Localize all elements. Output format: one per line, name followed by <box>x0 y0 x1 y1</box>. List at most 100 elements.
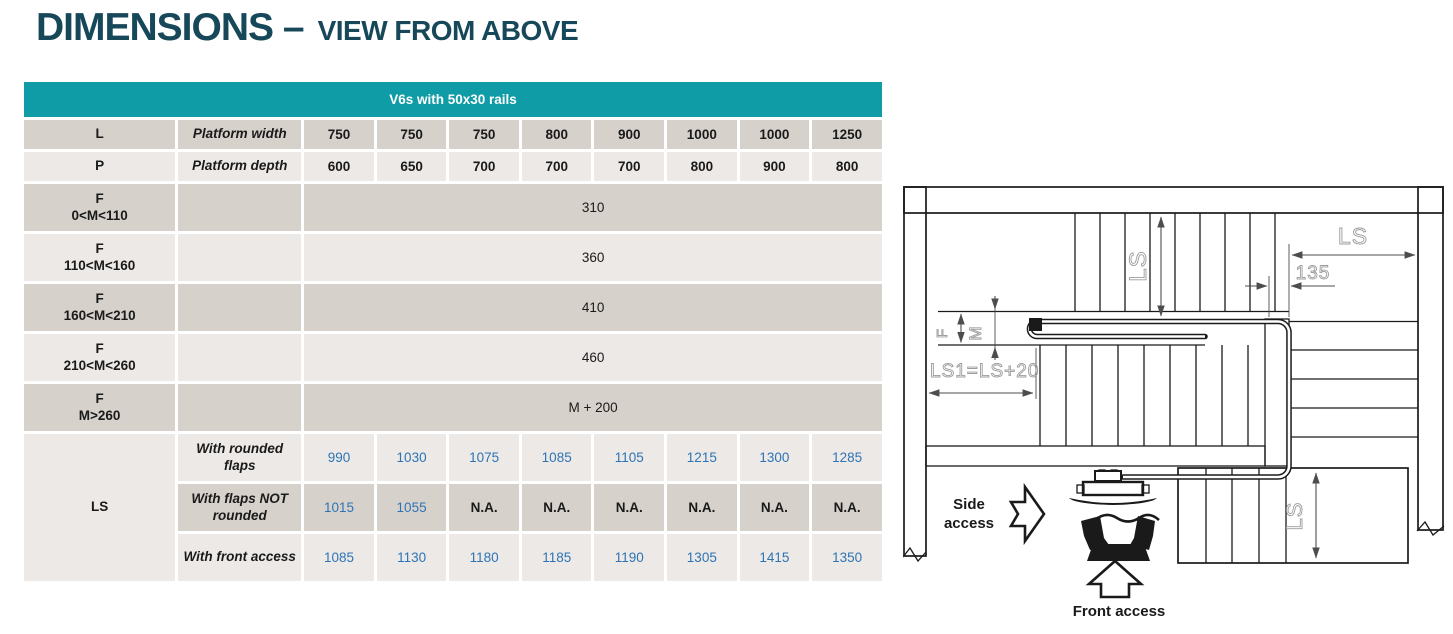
dim-label-ls-right: LS <box>1338 223 1368 249</box>
row-LS-front: With front access 1085 1130 1180 1185 11… <box>24 534 882 581</box>
cell-value: 750 <box>449 120 519 149</box>
cell-value: 1185 <box>521 534 592 581</box>
empty-cell <box>178 234 302 281</box>
row-label: With rounded flaps <box>178 434 302 481</box>
cell-value: 700 <box>449 152 519 181</box>
dim-label-m: M <box>966 325 985 340</box>
row-code: F 210<M<260 <box>24 334 176 381</box>
cell-value: 1030 <box>376 434 447 481</box>
cell-value: 1105 <box>594 434 665 481</box>
dim-label-135: 135 <box>1296 263 1331 284</box>
empty-cell <box>178 284 302 331</box>
cell-value: 1055 <box>376 484 447 531</box>
cell-value: 1300 <box>739 434 810 481</box>
cell-value: 600 <box>304 152 374 181</box>
page-title-sub: VIEW FROM ABOVE <box>317 15 579 46</box>
cell-value: 750 <box>304 120 374 149</box>
upper-stair-flight <box>938 213 1289 346</box>
front-access-label: Front access <box>1073 603 1166 620</box>
dim-ls-vertical-bottom: LS <box>1282 472 1320 559</box>
merged-value: 310 <box>304 184 882 231</box>
table-header-row: V6s with 50x30 rails <box>24 82 882 117</box>
row-F2: F 110<M<160 360 <box>24 234 882 281</box>
cell-value: 800 <box>667 152 737 181</box>
cell-value: 900 <box>594 120 665 149</box>
row-label: With front access <box>178 534 302 581</box>
cell-value: 1015 <box>304 484 374 531</box>
row-LS-rounded: LS With rounded flaps 990 1030 1075 1085… <box>24 434 882 581</box>
dim-ls-vertical-top: LS <box>1125 216 1165 317</box>
row-F3: F 160<M<210 410 <box>24 284 882 331</box>
cell-value: 1180 <box>449 534 519 581</box>
return-stair-flight <box>1039 345 1249 446</box>
cell-value: 800 <box>812 152 882 181</box>
dim-label-f: F <box>934 328 951 338</box>
row-code: F 0<M<110 <box>24 184 176 231</box>
cell-value: 1350 <box>812 534 882 581</box>
row-label: With flaps NOT rounded <box>178 484 302 531</box>
cell-value: N.A. <box>594 484 665 531</box>
merged-value: 460 <box>304 334 882 381</box>
row-P: P Platform depth 600 650 700 700 700 800… <box>24 152 882 181</box>
side-access: Side access <box>944 482 1046 546</box>
cell-value: 1085 <box>521 434 592 481</box>
stairlift-rail <box>1026 318 1292 480</box>
front-access-arrow-icon <box>1085 559 1145 599</box>
cell-value: N.A. <box>449 484 519 531</box>
dim-label-ls1: LS1=LS+20 <box>930 361 1039 382</box>
cell-value: 1085 <box>304 534 374 581</box>
cell-value: 900 <box>739 152 810 181</box>
cell-value: 1250 <box>812 120 882 149</box>
cell-value: N.A. <box>667 484 737 531</box>
side-access-label: Side access <box>944 496 994 532</box>
row-code-LS: LS <box>24 434 176 581</box>
right-stair-flight <box>1289 320 1418 438</box>
cell-value: N.A. <box>812 484 882 531</box>
dim-ls1: LS1=LS+20 <box>928 348 1039 399</box>
merged-value: 360 <box>304 234 882 281</box>
table-title: V6s with 50x30 rails <box>24 82 882 117</box>
row-code: L <box>24 120 176 149</box>
cell-value: N.A. <box>739 484 810 531</box>
bottom-stair-flight <box>1177 467 1409 564</box>
cell-value: 800 <box>521 120 592 149</box>
side-access-arrow-icon <box>1008 482 1046 546</box>
front-access: Front access <box>1073 559 1166 620</box>
row-code: P <box>24 152 176 181</box>
cell-value: 990 <box>304 434 374 481</box>
cell-value: 1000 <box>739 120 810 149</box>
dimensions-table: V6s with 50x30 rails L Platform width 75… <box>21 79 885 584</box>
empty-cell <box>178 184 302 231</box>
platform-open-icon <box>1081 513 1160 561</box>
row-code: F 110<M<160 <box>24 234 176 281</box>
row-label: Platform width <box>178 120 302 149</box>
merged-value: M + 200 <box>304 384 882 431</box>
cell-value: N.A. <box>521 484 592 531</box>
dim-label-ls-top: LS <box>1125 250 1152 281</box>
row-F5: F M>260 M + 200 <box>24 384 882 431</box>
cell-value: 1075 <box>449 434 519 481</box>
page-title-main: DIMENSIONS – <box>36 6 305 49</box>
cell-value: 1215 <box>667 434 737 481</box>
cell-value: 1190 <box>594 534 665 581</box>
row-code: F M>260 <box>24 384 176 431</box>
row-code: F 160<M<210 <box>24 284 176 331</box>
dim-ls-horizontal-right: LS <box>1288 223 1416 317</box>
cell-value: 700 <box>594 152 665 181</box>
cell-value: 1305 <box>667 534 737 581</box>
row-label: Platform depth <box>178 152 302 181</box>
cell-value: 1000 <box>667 120 737 149</box>
row-F4: F 210<M<260 460 <box>24 334 882 381</box>
cell-value: 1130 <box>376 534 447 581</box>
cell-value: 1415 <box>739 534 810 581</box>
cell-value: 700 <box>521 152 592 181</box>
staircase-plan-diagram: LS LS 135 F M LS1=LS+20 LS <box>903 186 1445 620</box>
platform-folded-icon <box>1069 469 1157 505</box>
row-LS-not-rounded: With flaps NOT rounded 1015 1055 N.A. N.… <box>24 484 882 531</box>
rail-charge-block <box>1029 318 1042 331</box>
dim-135: 135 <box>1245 263 1335 317</box>
page-title: DIMENSIONS – VIEW FROM ABOVE <box>36 6 579 50</box>
cell-value: 1285 <box>812 434 882 481</box>
dim-label-ls-bottom: LS <box>1282 502 1307 531</box>
dim-f-m: F M <box>934 296 999 360</box>
